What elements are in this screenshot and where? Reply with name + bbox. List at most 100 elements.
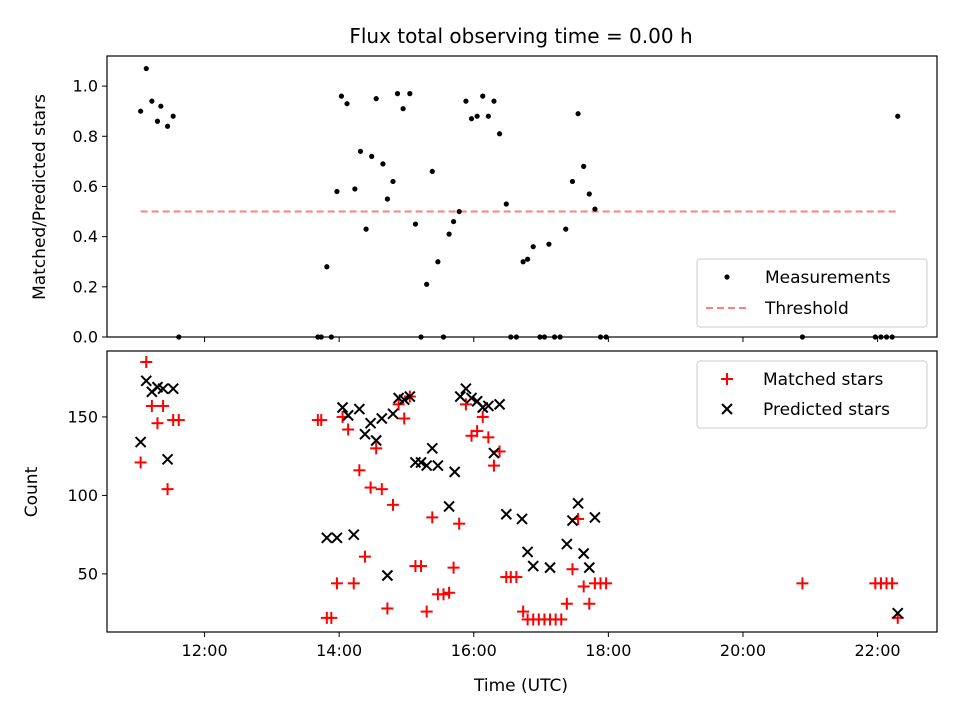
predicted-star-marker — [561, 538, 573, 550]
measurement-point — [468, 116, 475, 122]
matched-star-marker — [443, 586, 456, 599]
measurement-point — [435, 259, 441, 265]
measurements-legend-marker — [724, 274, 730, 280]
measurement-point — [334, 188, 340, 195]
predicted-star-marker — [448, 466, 461, 478]
predicted-star-marker — [398, 393, 410, 406]
matched-star-marker — [437, 588, 450, 601]
predicted-star-marker — [544, 561, 556, 574]
predicted-star-marker — [482, 400, 495, 412]
matched-star-marker — [447, 561, 460, 574]
measurement-point — [390, 178, 396, 185]
matched-star-marker — [172, 414, 185, 427]
predicted-star-marker — [167, 382, 179, 395]
predicted-star-marker — [516, 513, 528, 525]
top-legend: Measurements Threshold — [696, 258, 928, 328]
measurement-point — [407, 91, 413, 97]
predicted-star-marker — [381, 569, 394, 582]
measurement-point — [503, 201, 509, 207]
matched-star-marker — [487, 459, 500, 472]
predicted-star-marker — [589, 511, 601, 524]
y-tick-label: 50 — [78, 564, 98, 583]
top-plot-marks — [138, 65, 901, 340]
predicted-star-marker — [432, 459, 444, 472]
predicted-star-marker — [157, 382, 169, 395]
measurement-point — [530, 244, 536, 250]
predicted-star-marker — [527, 560, 539, 572]
matched-star-marker — [353, 464, 366, 477]
matched-star-marker — [796, 577, 809, 590]
matched-star-marker — [330, 577, 343, 590]
matched-star-marker — [370, 442, 383, 455]
predicted-star-marker — [161, 453, 174, 466]
measurement-point — [446, 231, 452, 237]
measurement-point — [480, 93, 486, 99]
measurement-point — [400, 106, 406, 112]
x-tick-label: 22:00 — [854, 641, 900, 660]
x-tick-label: 16:00 — [451, 641, 497, 660]
measurement-point — [357, 148, 364, 154]
matched-star-marker — [387, 498, 400, 511]
measurement-point — [491, 98, 497, 104]
predicted-star-marker — [521, 546, 534, 558]
predicted-star-marker — [577, 547, 590, 560]
matched-star-marker — [161, 483, 174, 496]
measurement-point — [429, 168, 435, 175]
matched-star-marker — [453, 517, 466, 530]
predicted-star-marker — [572, 497, 584, 509]
measurement-point — [369, 153, 375, 159]
bottom-y-axis-label: Count — [22, 466, 42, 517]
predicted-star-marker — [583, 561, 596, 574]
predicted-star-marker — [321, 532, 333, 544]
y-tick-label: 0.8 — [73, 127, 98, 146]
x-tick-label: 14:00 — [316, 641, 362, 660]
matched-star-marker — [151, 417, 164, 430]
measurement-point — [373, 96, 379, 102]
matched-star-marker — [577, 580, 590, 593]
predicted-star-marker — [454, 390, 467, 403]
matched-star-marker — [560, 597, 573, 610]
predicted-star-marker — [376, 412, 388, 425]
predicted-star-marker — [566, 514, 579, 527]
matched-star-marker — [476, 410, 489, 423]
measurement-point — [352, 186, 358, 192]
measurement-point — [586, 191, 592, 197]
measurement-point — [474, 113, 480, 119]
matched-star-marker — [347, 577, 360, 590]
matched-stars-legend-label: Matched stars — [763, 370, 883, 390]
bottom-x-ticks: 12:00 14:00 16:00 18:00 20:00 22:00 — [182, 632, 901, 660]
measurement-point — [158, 103, 164, 109]
measurement-point — [149, 98, 155, 104]
predicted-star-marker — [336, 401, 349, 414]
y-tick-label: 0.2 — [73, 277, 98, 296]
predicted-star-marker — [892, 607, 904, 619]
matched-star-marker — [583, 597, 596, 610]
matched-stars-legend-marker — [721, 373, 733, 385]
predicted-star-marker — [140, 375, 152, 387]
top-plot-frame — [106, 55, 938, 338]
measurement-point — [563, 226, 569, 232]
measurement-point — [463, 98, 469, 104]
measurement-point — [394, 91, 401, 97]
measurement-point — [338, 93, 345, 99]
measurement-point — [138, 108, 144, 114]
measurement-point — [581, 163, 587, 169]
chart-title: Flux total observing time = 0.00 h — [349, 24, 692, 48]
predicted-star-marker — [465, 392, 478, 404]
predicted-stars-legend-marker — [721, 403, 733, 415]
matched-star-marker — [375, 483, 388, 496]
matched-star-marker — [145, 399, 158, 412]
measurement-point — [380, 161, 386, 167]
matched-star-marker — [886, 577, 899, 590]
measurement-point — [363, 226, 369, 232]
matched-star-marker — [358, 550, 371, 563]
matched-star-marker — [134, 456, 147, 469]
matched-star-marker — [398, 412, 411, 425]
measurement-point — [324, 264, 330, 270]
y-tick-label: 0.6 — [73, 177, 98, 196]
predicted-star-marker — [331, 532, 343, 544]
predicted-star-marker — [134, 436, 147, 448]
matched-star-marker — [342, 423, 355, 436]
measurement-point — [170, 113, 176, 119]
threshold-legend-label: Threshold — [764, 299, 849, 319]
